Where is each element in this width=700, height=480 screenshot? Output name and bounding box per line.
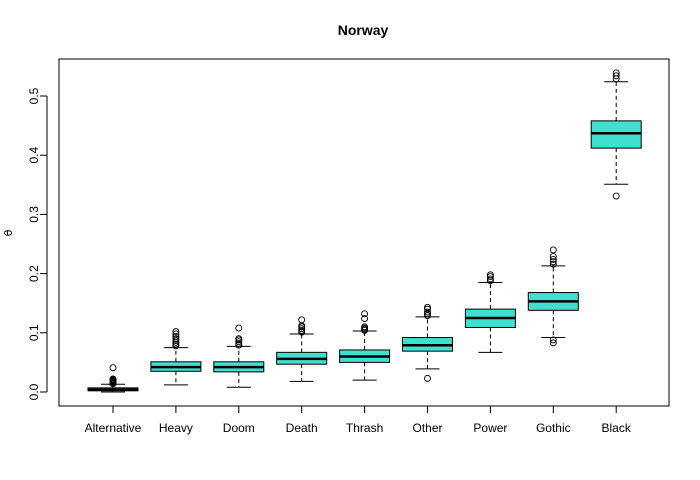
outlier-point: [361, 310, 369, 318]
outlier-point: [486, 271, 494, 279]
outlier-point: [486, 273, 494, 281]
boxes-group: [87, 69, 642, 393]
outlier-point: [298, 326, 306, 334]
box-power: [464, 271, 516, 353]
outlier-point: [486, 275, 494, 283]
outlier-point: [235, 341, 243, 349]
x-axis: Alternative Heavy Doom Death Thrash Other Powe…: [85, 405, 632, 435]
y-tick-label: 0.3: [27, 206, 41, 223]
outlier-point: [424, 308, 431, 316]
outlier-point: [549, 252, 557, 260]
y-axis-label: θ: [2, 229, 15, 236]
outlier-point: [612, 192, 620, 200]
box-thrash: [339, 310, 391, 381]
box-other: [402, 303, 453, 382]
outlier-point: [235, 324, 243, 332]
outlier-point: [235, 338, 243, 346]
outlier-point: [424, 305, 431, 313]
y-tick-label: 0.1: [27, 324, 41, 341]
outlier-point: [424, 303, 431, 311]
box-alternative: [87, 364, 139, 393]
outlier-point: [172, 332, 180, 340]
outlier-point: [361, 323, 369, 331]
box-heavy: [150, 328, 202, 386]
outlier-point: [172, 340, 180, 348]
y-tick-label: 0.5: [27, 87, 41, 104]
box-death: [276, 316, 328, 382]
box-gothic: [527, 246, 579, 347]
outlier-point: [172, 342, 180, 350]
x-tick-label: Death: [286, 421, 318, 435]
x-tick-label: Heavy: [159, 421, 193, 435]
box-black: [590, 69, 642, 200]
x-tick-label: Gothic: [536, 421, 571, 435]
outlier-point: [109, 375, 117, 383]
plot-frame: [58, 58, 670, 407]
outlier-point: [235, 335, 243, 343]
y-tick-label: 0.2: [27, 265, 41, 282]
y-tick-label: 0.0: [27, 383, 41, 400]
outlier-point: [549, 260, 557, 268]
outlier-point: [235, 340, 243, 347]
outlier-point: [549, 246, 557, 254]
outlier-point: [612, 72, 620, 80]
x-tick-label: Alternative: [85, 421, 142, 435]
outlier-point: [172, 337, 180, 344]
outlier-point: [549, 339, 557, 347]
outlier-point: [172, 330, 180, 338]
outlier-point: [612, 69, 620, 77]
outlier-point: [549, 255, 557, 263]
outlier-point: [172, 335, 180, 343]
outlier-point: [109, 364, 117, 372]
x-tick-label: Other: [412, 421, 442, 435]
outlier-point: [424, 374, 431, 382]
x-tick-label: Thrash: [346, 421, 383, 435]
chart-title: Norway: [338, 22, 389, 38]
x-tick-label: Black: [602, 421, 632, 435]
outlier-point: [298, 325, 306, 333]
outlier-point: [424, 310, 431, 318]
x-tick-label: Power: [473, 421, 507, 435]
outlier-point: [172, 328, 180, 336]
outlier-point: [424, 312, 431, 320]
outlier-point: [298, 316, 306, 324]
outlier-point: [549, 258, 557, 266]
outlier-point: [549, 336, 557, 344]
y-axis: 0.0 0.1 0.2 0.3 0.4 0.5: [27, 87, 48, 400]
outlier-point: [361, 315, 369, 323]
outlier-point: [298, 328, 306, 336]
y-tick-label: 0.4: [27, 147, 41, 164]
x-tick-label: Doom: [223, 421, 255, 435]
box-doom: [213, 324, 265, 388]
